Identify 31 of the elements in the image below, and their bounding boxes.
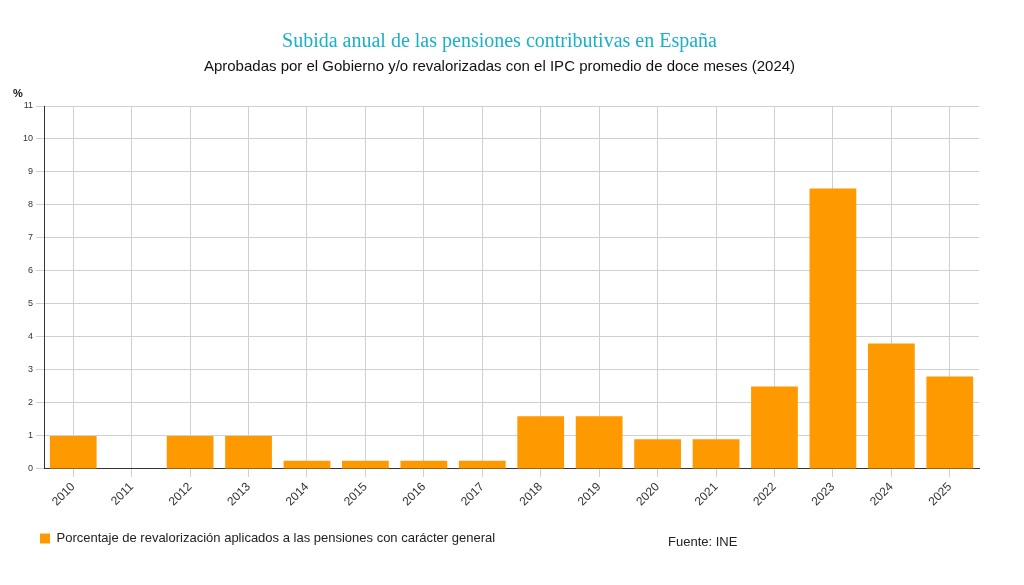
bar xyxy=(692,439,740,469)
bar xyxy=(634,439,681,469)
bar xyxy=(49,435,97,469)
y-tick-label: 3 xyxy=(28,364,34,375)
chart-title: Subida anual de las pensiones contributivas en España xyxy=(282,29,718,53)
bar xyxy=(400,460,448,469)
bar xyxy=(867,343,915,469)
y-tick-label: 4 xyxy=(28,331,34,342)
bar xyxy=(809,188,857,469)
chart-subtitle: Aprobadas por el Gobierno y/o revalorizadas con el IPC promedio de doce meses (2024) xyxy=(203,57,796,75)
y-tick-label: 2 xyxy=(28,397,34,408)
y-tick-label: 11 xyxy=(23,100,34,111)
bar xyxy=(166,435,214,469)
y-axis-title: % xyxy=(13,87,24,100)
bar xyxy=(517,416,565,469)
y-tick-label: 9 xyxy=(28,166,34,177)
y-tick-label: 5 xyxy=(28,298,34,309)
y-tick-label: 1 xyxy=(28,430,34,441)
bar xyxy=(342,460,389,469)
legend-label: Porcentaje de revalorización aplicados a las pensiones con carácter general xyxy=(56,530,496,546)
y-tick-label: 10 xyxy=(23,133,34,144)
y-tick-label: 8 xyxy=(28,199,34,210)
y-tick-label: 0 xyxy=(28,463,34,474)
bar xyxy=(458,460,506,469)
y-tick-label: 7 xyxy=(28,232,34,243)
bar xyxy=(575,416,623,469)
bar xyxy=(751,386,798,469)
source-note: Fuente: INE xyxy=(668,534,738,549)
y-tick-label: 6 xyxy=(28,265,34,276)
bar xyxy=(926,376,974,469)
bar xyxy=(225,435,272,469)
